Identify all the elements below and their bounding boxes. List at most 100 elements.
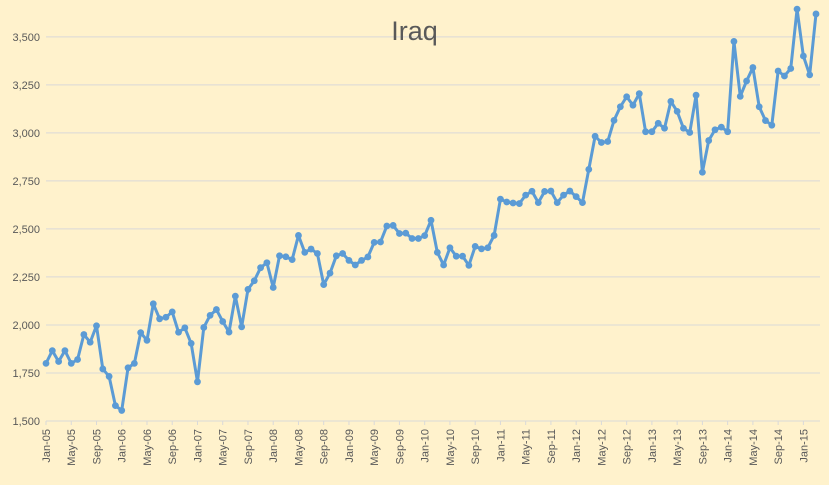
data-point <box>156 315 164 323</box>
x-tick-label: Sep-07 <box>243 429 255 464</box>
data-point <box>74 356 81 363</box>
data-point <box>598 139 605 146</box>
data-point <box>768 121 776 129</box>
x-tick-label: May-11 <box>521 429 533 465</box>
y-tick-label: 2,250 <box>12 272 40 284</box>
data-point <box>225 328 233 336</box>
x-tick-label: Jan-13 <box>647 429 659 463</box>
y-tick-label: 2,000 <box>12 320 40 332</box>
data-point <box>730 38 738 45</box>
x-tick-label: Jan-11 <box>495 429 507 462</box>
data-point <box>370 238 378 246</box>
data-point <box>206 311 214 319</box>
x-tick-label: Jan-10 <box>420 429 432 463</box>
x-tick-label: Sep-10 <box>470 429 482 464</box>
data-point <box>389 222 397 229</box>
data-point <box>509 199 517 207</box>
x-tick-label: Sep-06 <box>167 429 179 464</box>
data-point <box>93 322 100 330</box>
data-point <box>446 244 454 252</box>
data-point <box>99 365 107 373</box>
data-point <box>80 331 88 338</box>
data-point <box>680 124 687 132</box>
data-point <box>572 193 580 201</box>
x-tick-label: May-07 <box>218 429 230 466</box>
data-point <box>515 200 523 207</box>
x-tick-label: May-10 <box>445 429 457 466</box>
data-point <box>541 188 549 195</box>
x-tick-label: May-09 <box>369 429 381 466</box>
data-point <box>358 257 365 264</box>
data-point <box>610 116 618 124</box>
x-tick-label: May-12 <box>596 429 608 466</box>
data-point <box>755 103 763 111</box>
data-point <box>162 313 170 321</box>
data-point <box>667 97 675 105</box>
data-point <box>648 128 656 136</box>
data-point <box>276 252 283 260</box>
x-tick-label: Sep-14 <box>773 429 785 464</box>
data-point <box>307 245 315 253</box>
series-line <box>44 7 818 412</box>
data-point <box>320 281 328 289</box>
x-tick-label: Jan-06 <box>117 429 129 463</box>
data-point <box>213 306 220 313</box>
x-tick-label: Jan-07 <box>192 429 204 463</box>
y-tick-label: 3,000 <box>12 128 40 140</box>
data-point <box>263 259 271 267</box>
data-point <box>566 187 574 195</box>
data-point <box>623 93 631 101</box>
data-point <box>591 132 599 140</box>
data-point <box>579 199 586 206</box>
data-point <box>175 328 182 336</box>
x-tick-label: Jan-15 <box>798 429 810 463</box>
data-point <box>503 198 511 206</box>
data-point <box>616 103 624 111</box>
data-point <box>200 324 208 331</box>
data-point <box>244 286 252 293</box>
data-point <box>686 129 694 136</box>
x-tick-label: Sep-12 <box>622 429 634 464</box>
x-tick-label: May-06 <box>142 429 154 466</box>
data-point <box>661 124 668 132</box>
data-point <box>465 262 473 269</box>
data-point <box>781 72 788 80</box>
data-point <box>257 264 264 272</box>
data-point <box>635 90 643 98</box>
data-point <box>799 52 807 60</box>
data-point <box>326 269 334 277</box>
data-point <box>55 358 63 365</box>
x-tick-label: Sep-09 <box>394 429 406 464</box>
data-point <box>812 10 820 18</box>
data-point <box>528 187 536 195</box>
data-point <box>604 138 612 145</box>
data-point <box>440 261 448 269</box>
x-tick-label: Jan-12 <box>571 429 583 463</box>
data-point <box>497 195 504 203</box>
data-point <box>130 359 138 367</box>
x-tick-label: Sep-05 <box>91 429 103 464</box>
y-tick-label: 2,750 <box>12 176 40 188</box>
x-tick-label: Sep-08 <box>319 429 331 464</box>
data-point <box>749 64 757 71</box>
data-point <box>478 245 485 253</box>
data-point <box>124 364 132 372</box>
data-point <box>692 91 700 99</box>
data-point <box>67 359 75 367</box>
data-point <box>743 77 750 85</box>
data-point <box>484 244 492 252</box>
data-point <box>250 277 258 285</box>
data-point <box>421 232 429 240</box>
data-point <box>787 65 795 72</box>
data-point <box>673 107 681 115</box>
data-point <box>219 318 227 325</box>
data-point <box>187 339 195 347</box>
data-point <box>459 252 466 260</box>
data-point <box>86 338 94 346</box>
data-point <box>332 252 340 260</box>
data-point <box>547 187 555 195</box>
data-point <box>522 191 530 199</box>
data-point <box>717 123 725 131</box>
data-point <box>288 256 296 264</box>
x-tick-label: Sep-13 <box>697 429 709 464</box>
